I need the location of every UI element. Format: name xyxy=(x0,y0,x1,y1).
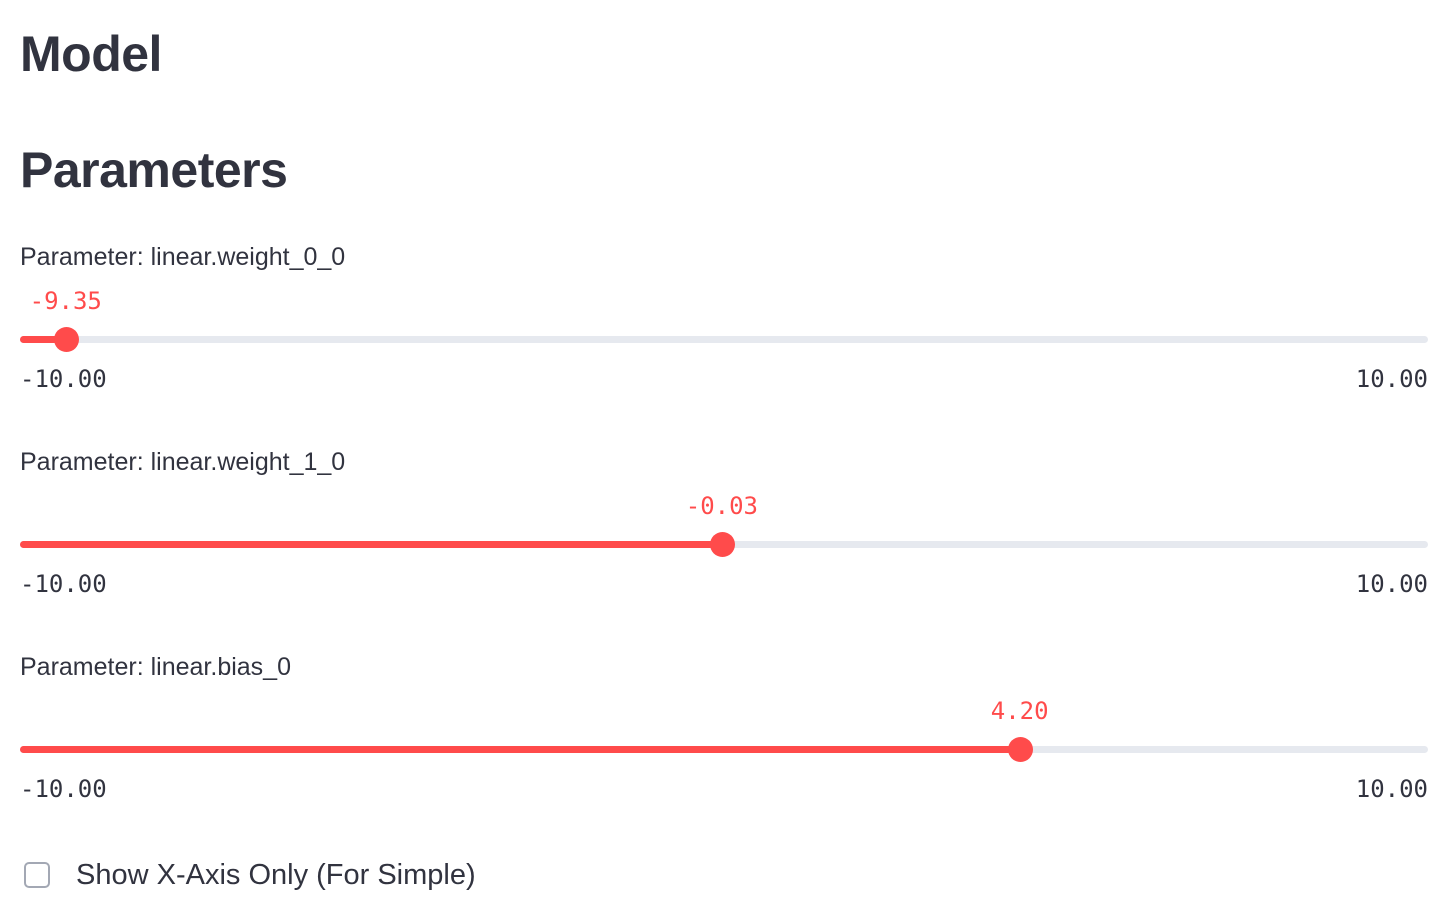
slider-label: Parameter: linear.bias_0 xyxy=(20,653,291,681)
slider-max-label: 10.00 xyxy=(1355,365,1428,393)
slider-min-label: -10.00 xyxy=(20,775,107,803)
slider-thumb[interactable] xyxy=(53,327,79,352)
slider-max-label: 10.00 xyxy=(1355,570,1428,598)
slider-thumb[interactable] xyxy=(709,532,735,557)
checkbox-label[interactable]: Show X-Axis Only (For Simple) xyxy=(76,859,476,891)
slider-label: Parameter: linear.weight_1_0 xyxy=(20,448,346,476)
slider-track[interactable]: 4.20 xyxy=(20,697,1428,762)
slider-label: Parameter: linear.weight_0_0 xyxy=(20,243,346,271)
model-heading: Model xyxy=(20,26,162,82)
slider-value: 4.20 xyxy=(990,697,1049,725)
slider-min-label: -10.00 xyxy=(20,365,107,393)
slider-fill xyxy=(20,541,722,548)
slider-weight-1-0: Parameter: linear.weight_1_0 -0.03 -10.0… xyxy=(20,445,1428,605)
parameters-heading: Parameters xyxy=(20,142,288,198)
show-x-axis-only-checkbox[interactable]: Show X-Axis Only (For Simple) xyxy=(24,856,476,894)
slider-fill xyxy=(20,746,1020,753)
slider-track[interactable]: -0.03 xyxy=(20,492,1428,557)
slider-weight-0-0: Parameter: linear.weight_0_0 -9.35 -10.0… xyxy=(20,240,1428,400)
checkbox-box[interactable] xyxy=(24,862,50,888)
slider-min-label: -10.00 xyxy=(20,570,107,598)
slider-fill xyxy=(20,336,66,343)
slider-value: -0.03 xyxy=(685,492,758,520)
slider-bias-0: Parameter: linear.bias_0 4.20 -10.00 10.… xyxy=(20,650,1428,810)
slider-thumb[interactable] xyxy=(1007,737,1033,762)
slider-track[interactable]: -9.35 xyxy=(20,287,1428,352)
slider-value: -9.35 xyxy=(29,287,102,315)
slider-max-label: 10.00 xyxy=(1355,775,1428,803)
